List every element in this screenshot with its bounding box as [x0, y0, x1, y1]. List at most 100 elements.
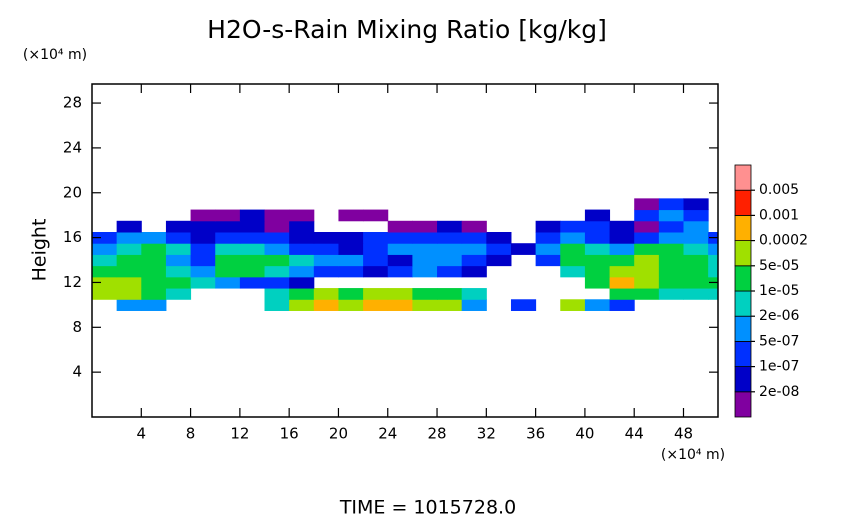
field-cell [165, 232, 192, 244]
colorbar-label: 5e-05 [759, 258, 799, 274]
field-cell [264, 232, 290, 244]
field-cell [486, 243, 512, 255]
x-tick-label: 44 [625, 425, 644, 443]
field-cell [535, 254, 561, 267]
field-cell [461, 220, 487, 233]
field-cell [437, 220, 463, 233]
field-cell [683, 243, 709, 255]
field-cell [658, 209, 684, 222]
field-cell [92, 232, 118, 244]
colorbar-swatch [734, 189, 752, 216]
field-cell [486, 232, 512, 244]
field-cell [609, 232, 635, 244]
field-cell [609, 243, 635, 255]
field-cell [141, 299, 167, 311]
field-cell [387, 299, 413, 311]
field-cell [461, 299, 487, 311]
field-cell [437, 254, 463, 267]
field-cell [609, 276, 635, 289]
field-cell [165, 220, 192, 233]
field-cell [264, 243, 290, 255]
x-unit: (×10⁴ m) [661, 447, 725, 463]
field-cell [535, 232, 561, 244]
field-cell [683, 265, 709, 278]
field-cell [634, 288, 660, 300]
colorbar-label: 0.0002 [759, 233, 808, 249]
field-cell [313, 299, 339, 311]
field-cell [289, 220, 315, 233]
footer: TIME = 1015728.0 [339, 497, 516, 519]
x-tick-label: 28 [427, 425, 446, 443]
field-cell [683, 220, 709, 233]
field-cell [116, 265, 142, 278]
field-cell [165, 265, 192, 278]
field-cell [215, 254, 241, 267]
field-cell [264, 254, 290, 267]
field-cell [363, 254, 389, 267]
field-cell [683, 198, 709, 211]
field-cell [658, 198, 684, 211]
field-cell [239, 254, 266, 267]
field-cell [658, 254, 684, 267]
field-cell [363, 299, 389, 311]
field-cell [683, 276, 709, 289]
field-cell [141, 243, 167, 255]
field-cell [92, 243, 118, 255]
field-cell [289, 265, 315, 278]
field-cell [289, 209, 315, 222]
field-cell [461, 232, 487, 244]
field-cell [658, 276, 684, 289]
field-cell [560, 299, 586, 311]
field-cell [289, 243, 315, 255]
field-cell [215, 265, 241, 278]
field-cell [412, 288, 438, 300]
field-cell [560, 265, 586, 278]
field-cell [609, 299, 635, 311]
field-cell [412, 254, 438, 267]
field-cell [634, 276, 660, 289]
field-cell [363, 243, 389, 255]
field-cell [338, 288, 364, 300]
x-tick-label: 4 [137, 425, 147, 443]
field-cell [239, 243, 266, 255]
field-cell [190, 209, 216, 222]
x-tick-label: 36 [526, 425, 545, 443]
x-tick-label: 32 [477, 425, 496, 443]
field-cell [609, 254, 635, 267]
colorbar-label: 2e-06 [759, 308, 799, 324]
field-cell [264, 209, 290, 222]
field-cell [338, 299, 364, 311]
field-cell [338, 232, 364, 244]
field-cell [338, 209, 364, 222]
x-tick-label: 16 [280, 425, 299, 443]
field-cell [215, 232, 241, 244]
field-cell [609, 265, 635, 278]
field-cell [116, 288, 142, 300]
colorbar-swatch [734, 340, 752, 367]
colorbar-swatch [734, 366, 752, 393]
field-cell [412, 220, 438, 233]
field-cell [584, 243, 611, 255]
x-tick-label: 20 [329, 425, 348, 443]
field-cell [165, 243, 192, 255]
field-cell [239, 220, 266, 233]
field-cell [190, 276, 216, 289]
field-cell [658, 243, 684, 255]
field-cell [461, 288, 487, 300]
field-cell [165, 254, 192, 267]
field-cell [560, 232, 586, 244]
chart-title: H2O-s-Rain Mixing Ratio [kg/kg] [207, 15, 607, 44]
field-cell [609, 288, 635, 300]
field-cell [363, 232, 389, 244]
field-cell [92, 288, 118, 300]
field-cell [92, 276, 118, 289]
field-cell [584, 254, 611, 267]
field-cell [116, 220, 142, 233]
field-cell [215, 276, 241, 289]
field-cell [658, 220, 684, 233]
field-cell [264, 276, 290, 289]
field-cell [437, 265, 463, 278]
field-cell [634, 265, 660, 278]
field-cell [289, 276, 315, 289]
field-cell [313, 243, 339, 255]
